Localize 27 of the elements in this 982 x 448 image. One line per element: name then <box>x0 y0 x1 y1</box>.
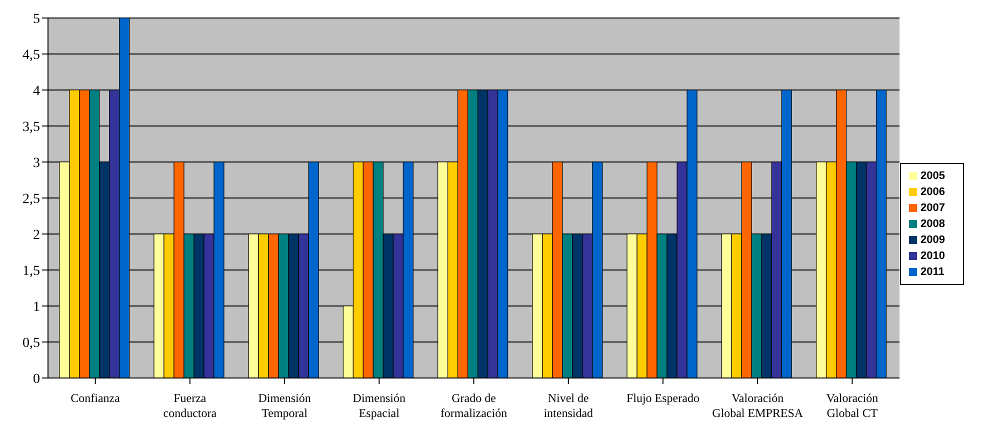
legend-label: 2010 <box>920 250 945 262</box>
legend-label: 2008 <box>920 218 945 230</box>
legend-label: 2011 <box>920 266 944 278</box>
y-tick-label: 1 <box>33 300 40 315</box>
y-tick-label: 2 <box>33 228 40 243</box>
y-tick-label: 0 <box>33 372 40 387</box>
legend-label: 2007 <box>920 202 945 214</box>
x-tick-label: Valoración Global EMPRESA <box>712 391 804 420</box>
x-tick-label: Dimensión Espacial <box>352 391 406 420</box>
x-tick-label: Confianza <box>70 391 121 405</box>
x-tick-label: Grado de formalización <box>440 391 508 420</box>
y-tick-label: 5 <box>33 12 40 27</box>
x-tick-label: Nivel de intensidad <box>544 391 594 420</box>
y-tick-label: 4,5 <box>22 48 40 63</box>
y-tick-label: 4 <box>33 84 40 99</box>
x-tick-label: Fuerza conductora <box>163 391 218 420</box>
y-tick-label: 1,5 <box>22 264 40 279</box>
y-tick-label: 3,5 <box>22 120 40 135</box>
x-tick-label: Dimensión Temporal <box>258 391 311 420</box>
legend-label: 2006 <box>920 186 945 198</box>
x-tick-label: Flujo Esperado <box>626 391 700 405</box>
y-tick-label: 2,5 <box>22 192 40 207</box>
x-tick-label: Valoración Global CT <box>826 391 878 420</box>
legend-label: 2009 <box>920 234 945 246</box>
y-tick-label: 3 <box>33 156 40 171</box>
y-tick-label: 0,5 <box>22 336 40 351</box>
legend-label: 2005 <box>920 170 945 182</box>
